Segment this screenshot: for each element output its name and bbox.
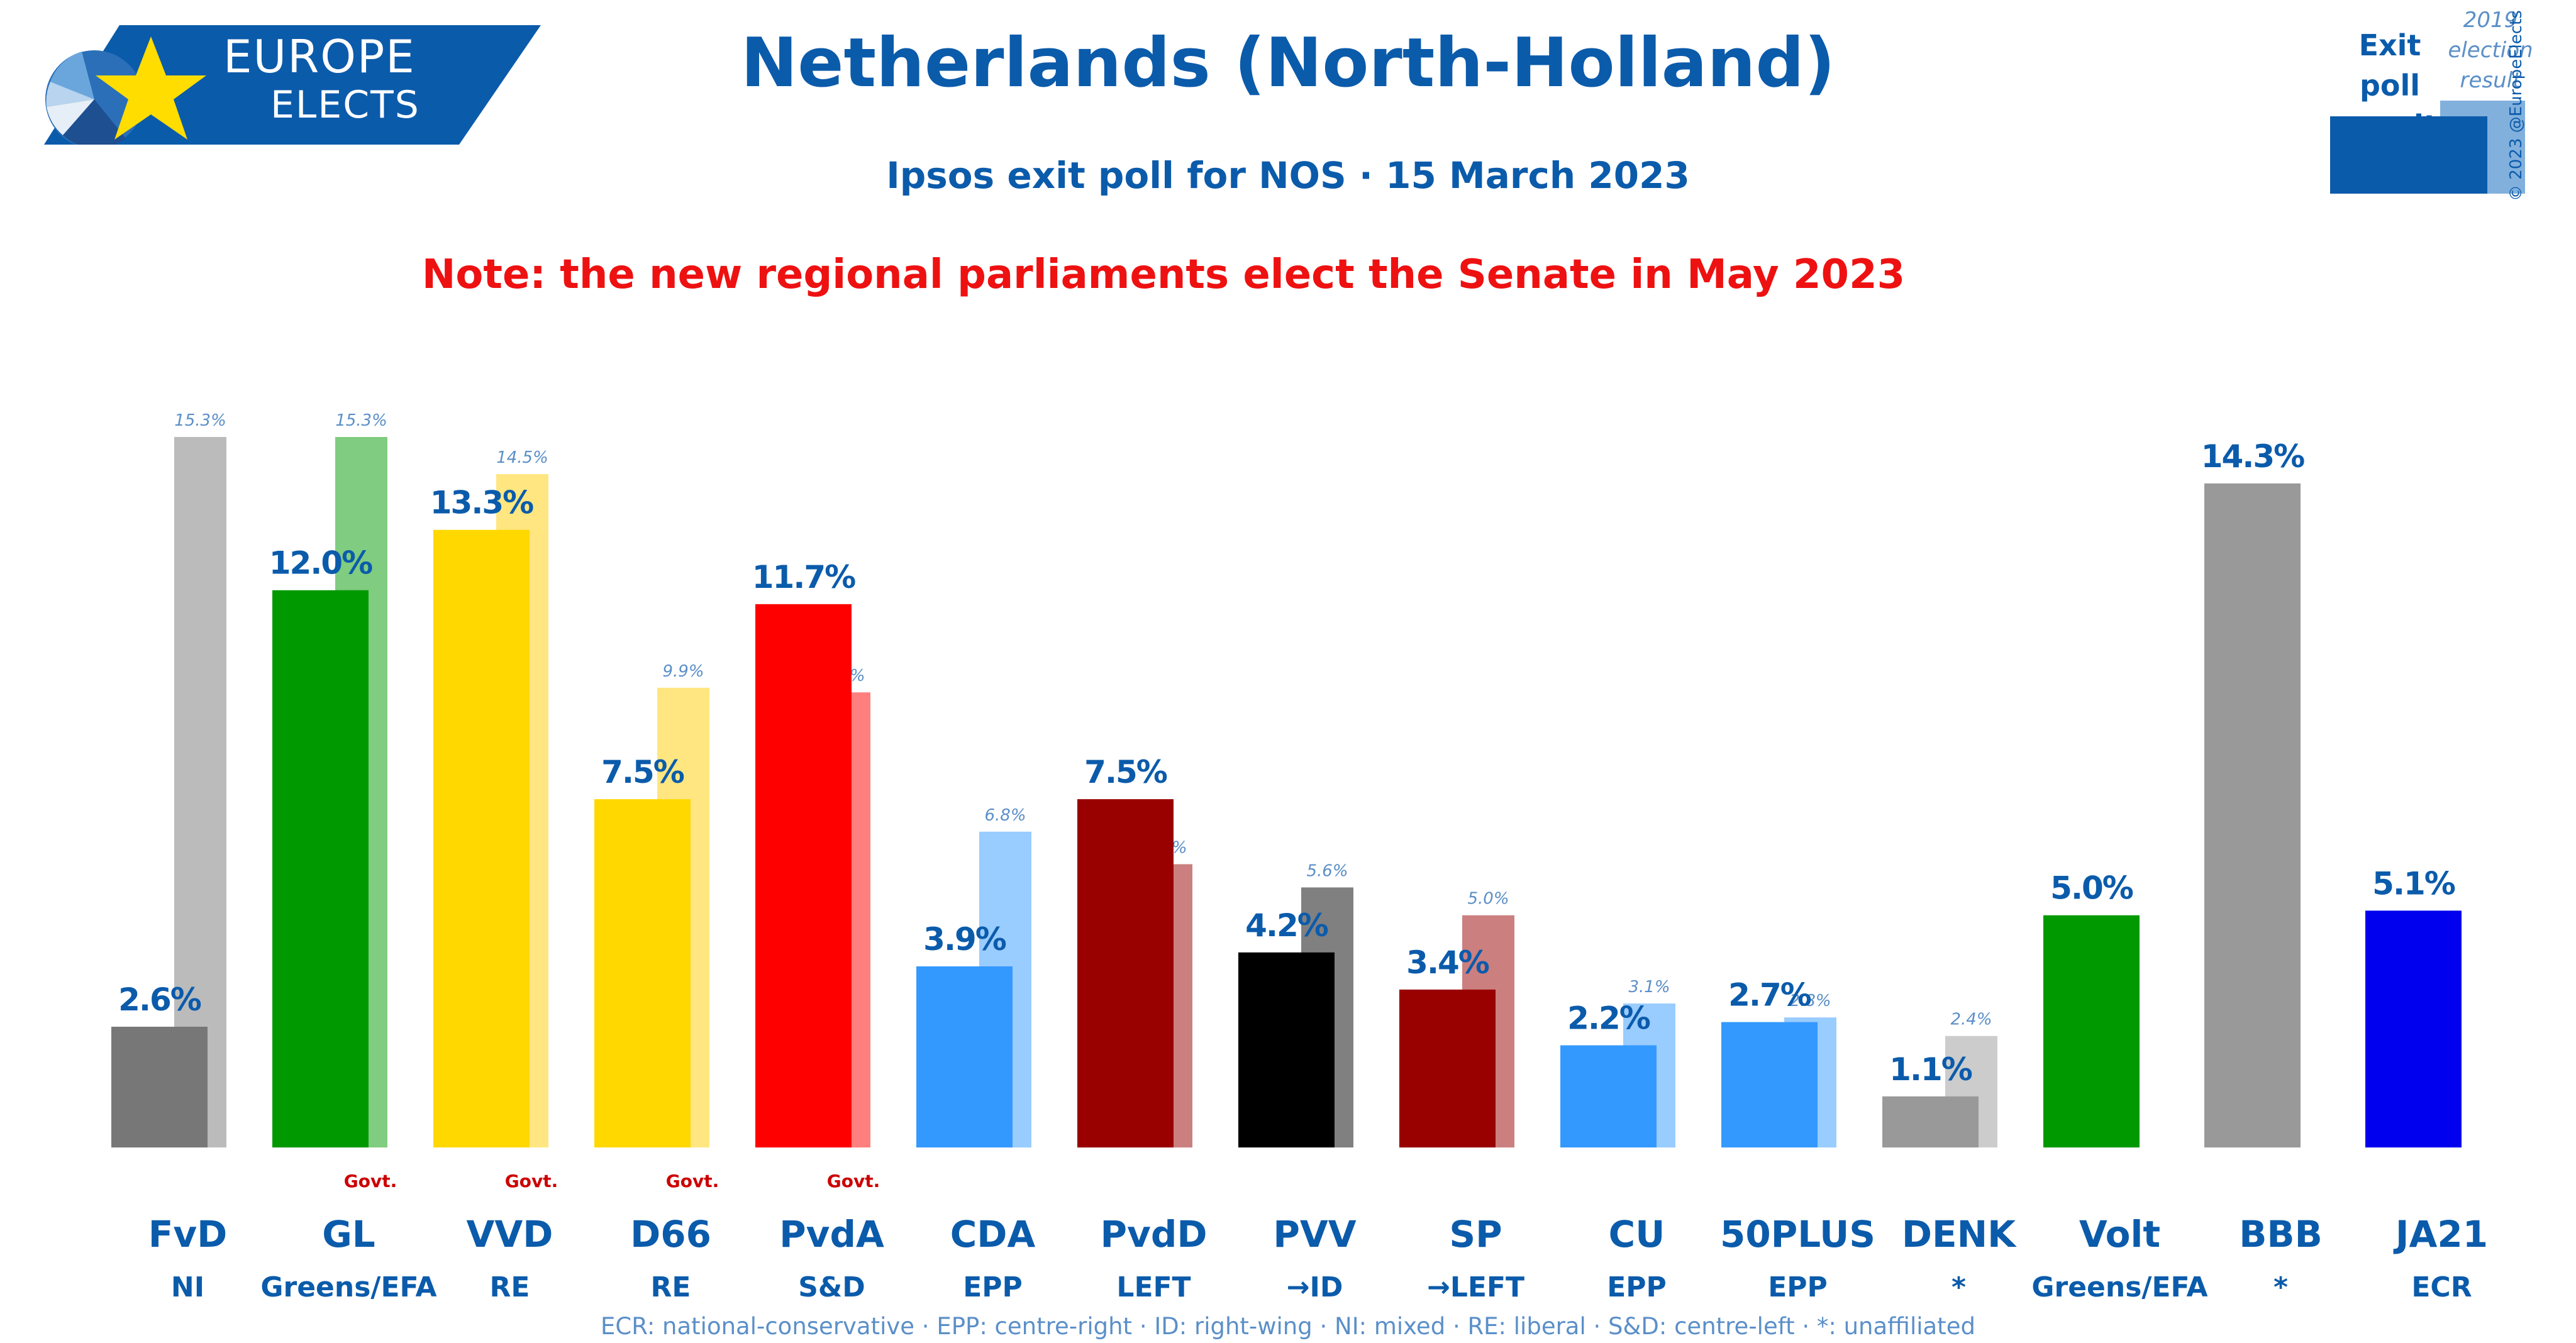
europe-elects-logo bbox=[44, 25, 541, 145]
bar-50PLUS bbox=[1721, 1022, 1818, 1147]
govt-tag-VVD: Govt. bbox=[505, 1171, 558, 1191]
value-label-SP: 3.4% bbox=[1406, 944, 1489, 981]
party-name-Volt: Volt bbox=[2079, 1213, 2160, 1256]
party-group-FvD: NI bbox=[171, 1271, 204, 1303]
value-label-PVV: 4.2% bbox=[1245, 907, 1328, 944]
legend-prev-label: 2019 election result bbox=[2448, 8, 2533, 93]
value-label-CDA: 3.9% bbox=[923, 921, 1006, 958]
party-group-JA21: ECR bbox=[2411, 1271, 2472, 1303]
govt-tag-PvdA: Govt. bbox=[827, 1171, 880, 1191]
chart-title: Netherlands (North-Holland) bbox=[740, 24, 1836, 102]
bar-D66 bbox=[594, 799, 691, 1147]
party-name-SP: SP bbox=[1449, 1213, 1502, 1256]
prev-value-label-SP: 5.0% bbox=[1467, 890, 1509, 909]
value-label-JA21: 5.1% bbox=[2372, 865, 2455, 902]
prev-value-label-VVD: 14.5% bbox=[496, 448, 548, 467]
value-label-D66: 7.5% bbox=[601, 754, 684, 790]
chart-note: Note: the new regional parliaments elect… bbox=[421, 251, 1906, 298]
prev-value-label-50PLUS: 2.8% bbox=[1789, 992, 1831, 1010]
party-name-VVD: VVD bbox=[467, 1213, 553, 1256]
bar-PVV bbox=[1238, 952, 1335, 1147]
party-group-CDA: EPP bbox=[963, 1271, 1023, 1303]
bar-CU bbox=[1560, 1045, 1657, 1147]
brand-line2: ELECTS bbox=[270, 83, 420, 127]
bar-PvdA bbox=[755, 604, 852, 1147]
value-label-GL: 12.0% bbox=[269, 545, 372, 582]
party-name-CU: CU bbox=[1609, 1213, 1665, 1256]
prev-value-label-GL: 15.3% bbox=[335, 411, 387, 430]
bar-VVD bbox=[433, 529, 530, 1147]
value-label-FvD: 2.6% bbox=[118, 981, 201, 1018]
value-label-BBB: 14.3% bbox=[2201, 438, 2304, 475]
party-group-DENK: * bbox=[1951, 1271, 1966, 1303]
value-label-CU: 2.2% bbox=[1567, 1000, 1650, 1037]
party-name-50PLUS: 50PLUS bbox=[1720, 1213, 1875, 1256]
party-group-PvdD: LEFT bbox=[1116, 1271, 1191, 1303]
prev-value-label-PVV: 5.6% bbox=[1306, 861, 1348, 880]
prev-value-label-CDA: 6.8% bbox=[984, 806, 1026, 825]
party-group-BBB: * bbox=[2273, 1271, 2288, 1303]
bar-BBB bbox=[2204, 483, 2301, 1147]
bar-CDA bbox=[916, 966, 1013, 1147]
prev-value-label-FvD: 15.3% bbox=[174, 411, 226, 430]
party-name-FvD: FvD bbox=[148, 1213, 228, 1256]
party-group-Volt: Greens/EFA bbox=[2031, 1271, 2207, 1303]
value-label-VVD: 13.3% bbox=[430, 485, 533, 521]
prev-value-label-DENK: 2.4% bbox=[1950, 1010, 1992, 1029]
party-name-PVV: PVV bbox=[1273, 1213, 1356, 1256]
govt-tag-D66: Govt. bbox=[666, 1171, 719, 1191]
govt-tag-GL: Govt. bbox=[344, 1171, 397, 1191]
bar-Volt bbox=[2043, 915, 2140, 1147]
value-label-PvdA: 11.7% bbox=[752, 559, 855, 595]
prev-value-label-CU: 3.1% bbox=[1628, 978, 1670, 997]
value-label-50PLUS: 2.7% bbox=[1728, 977, 1811, 1014]
party-group-50PLUS: EPP bbox=[1768, 1271, 1828, 1303]
party-name-BBB: BBB bbox=[2239, 1213, 2323, 1256]
party-name-CDA: CDA bbox=[950, 1213, 1036, 1256]
prev-value-label-D66: 9.9% bbox=[662, 662, 704, 681]
footer-glossary: ECR: national-conservative · EPP: centre… bbox=[601, 1313, 1975, 1340]
brand-line1: EUROPE bbox=[223, 30, 416, 83]
party-name-D66: D66 bbox=[630, 1213, 711, 1256]
party-group-VVD: RE bbox=[490, 1271, 530, 1303]
value-label-PvdD: 7.5% bbox=[1084, 754, 1167, 790]
party-group-SP: →LEFT bbox=[1427, 1271, 1524, 1303]
party-group-PVV: →ID bbox=[1287, 1271, 1343, 1303]
bar-DENK bbox=[1882, 1096, 1979, 1147]
party-group-D66: RE bbox=[651, 1271, 691, 1303]
bar-SP bbox=[1399, 989, 1496, 1147]
chart-subtitle: Ipsos exit poll for NOS · 15 March 2023 bbox=[886, 154, 1690, 197]
bar-PvdD bbox=[1077, 799, 1174, 1147]
bar-GL bbox=[272, 590, 369, 1147]
value-label-Volt: 5.0% bbox=[2050, 870, 2133, 907]
value-label-DENK: 1.1% bbox=[1889, 1051, 1972, 1088]
party-name-PvdD: PvdD bbox=[1101, 1213, 1208, 1256]
party-name-PvdA: PvdA bbox=[779, 1213, 884, 1256]
bar-JA21 bbox=[2365, 910, 2462, 1147]
party-name-JA21: JA21 bbox=[2393, 1213, 2488, 1256]
bar-FvD bbox=[111, 1026, 208, 1147]
party-name-GL: GL bbox=[322, 1213, 375, 1256]
legend-exit-swatch bbox=[2330, 116, 2487, 194]
party-group-PvdA: S&D bbox=[798, 1271, 865, 1303]
party-group-GL: Greens/EFA bbox=[260, 1271, 436, 1303]
party-name-DENK: DENK bbox=[1902, 1213, 2017, 1256]
party-group-CU: EPP bbox=[1607, 1271, 1667, 1303]
